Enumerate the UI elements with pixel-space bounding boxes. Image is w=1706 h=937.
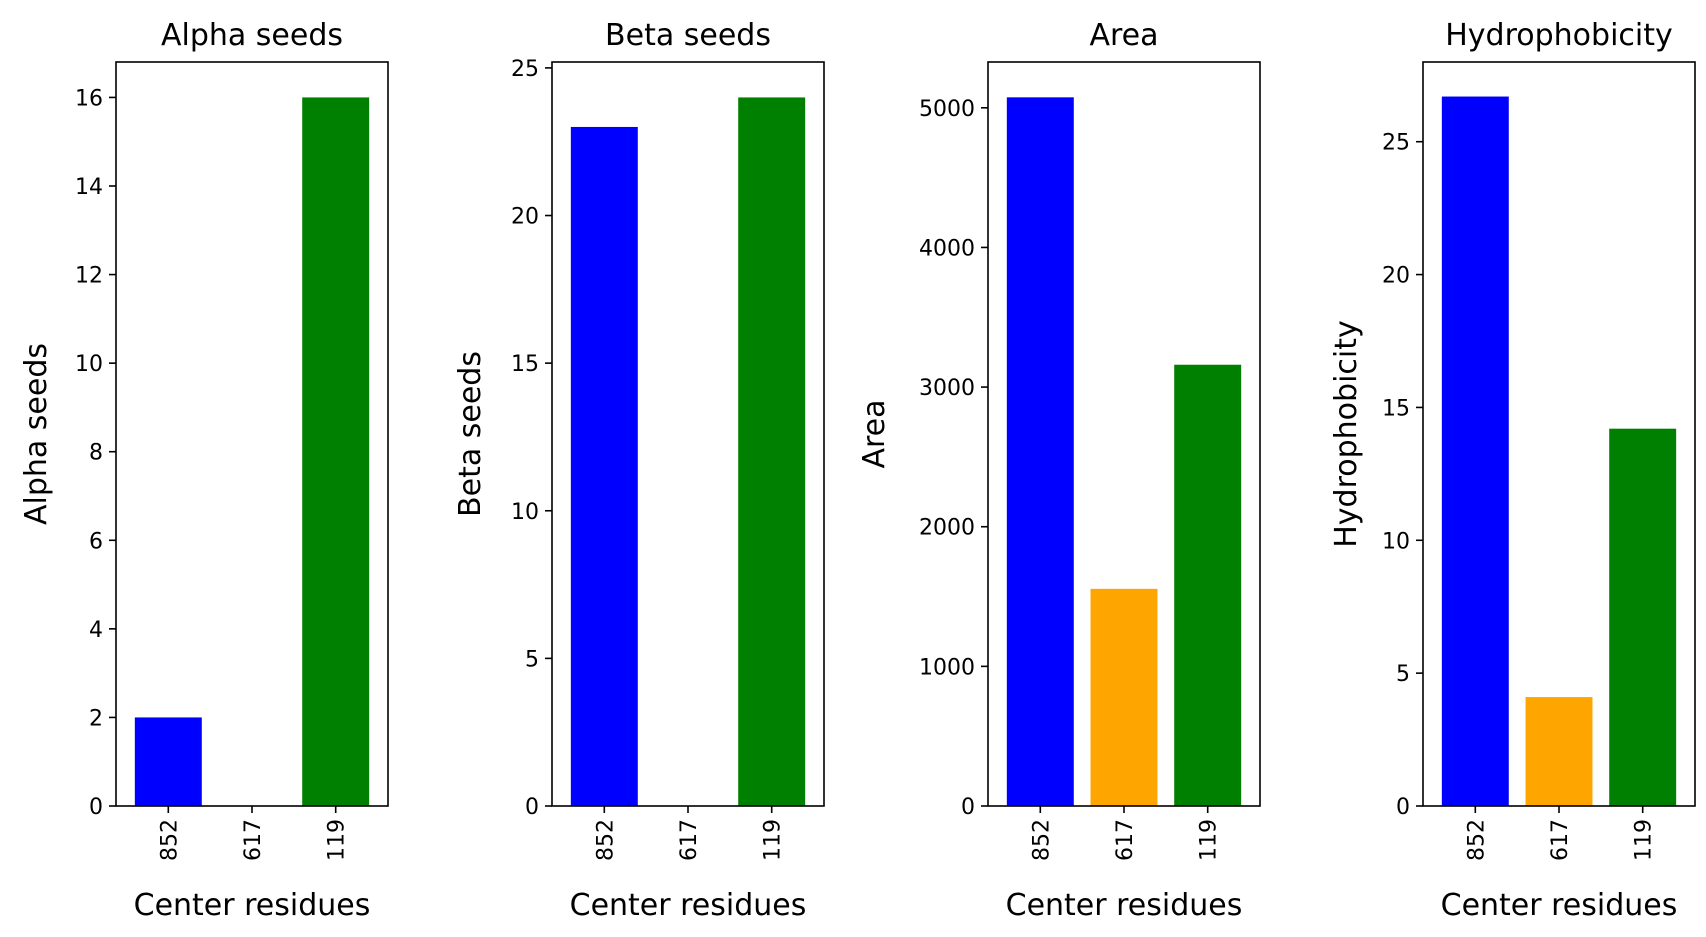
x-tick-label: 617 bbox=[241, 819, 266, 861]
x-tick-label: 852 bbox=[1029, 819, 1054, 861]
bar-617 bbox=[1525, 697, 1593, 806]
y-tick-label: 10 bbox=[1382, 529, 1410, 554]
x-axis-label: Center residues bbox=[1441, 888, 1678, 923]
x-tick-label: 617 bbox=[677, 819, 702, 861]
y-tick-label: 0 bbox=[1396, 795, 1410, 820]
chart-title: Hydrophobicity bbox=[1445, 18, 1673, 53]
bar-852 bbox=[1006, 97, 1074, 806]
y-tick-label: 2000 bbox=[919, 516, 975, 541]
x-tick-label: 119 bbox=[1197, 819, 1222, 861]
y-tick-label: 0 bbox=[525, 795, 539, 820]
x-tick-label: 119 bbox=[761, 819, 786, 861]
y-tick-label: 3000 bbox=[919, 376, 975, 401]
bar-119 bbox=[1609, 428, 1677, 806]
chart-panel-3: 0 1000 2000 3000 4000 5000 852 617 119 Area Center… bbox=[857, 18, 1261, 923]
y-tick-label: 12 bbox=[75, 264, 103, 289]
bar-617 bbox=[1090, 588, 1158, 806]
y-tick-label: 8 bbox=[89, 441, 103, 466]
chart-panel-2: 0 5 10 15 20 25 852 617 119 Beta seeds Center resi… bbox=[453, 18, 825, 923]
bar-119 bbox=[302, 97, 370, 806]
chart-title: Beta seeds bbox=[605, 18, 771, 53]
bar-119 bbox=[1174, 364, 1242, 806]
y-tick-label: 16 bbox=[75, 86, 103, 111]
y-tick-label: 20 bbox=[1382, 264, 1410, 289]
y-tick-label: 14 bbox=[75, 175, 103, 200]
chart-title: Alpha seeds bbox=[161, 18, 343, 53]
y-tick-label: 5 bbox=[525, 647, 539, 672]
y-tick-label: 5000 bbox=[919, 97, 975, 122]
bar-852 bbox=[570, 126, 638, 806]
y-tick-label: 10 bbox=[75, 352, 103, 377]
bar-119 bbox=[738, 97, 806, 806]
y-tick-label: 15 bbox=[511, 352, 539, 377]
y-tick-label: 2 bbox=[89, 706, 103, 731]
y-tick-label: 1000 bbox=[919, 655, 975, 680]
x-tick-label: 119 bbox=[325, 819, 350, 861]
y-axis-label: Area bbox=[857, 399, 892, 468]
y-tick-label: 20 bbox=[511, 205, 539, 230]
y-tick-label: 6 bbox=[89, 529, 103, 554]
y-axis-label: Alpha seeds bbox=[19, 343, 54, 525]
chart-panel-4: 0 5 10 15 20 25 852 617 119 Hydrophobicity Center … bbox=[1329, 18, 1696, 923]
x-tick-label: 119 bbox=[1632, 819, 1657, 861]
x-tick-label: 852 bbox=[593, 819, 618, 861]
x-axis-label: Center residues bbox=[1006, 888, 1243, 923]
x-tick-label: 852 bbox=[1464, 819, 1489, 861]
x-tick-label: 617 bbox=[1548, 819, 1573, 861]
y-axis-label: Hydrophobicity bbox=[1329, 320, 1364, 548]
y-tick-label: 0 bbox=[961, 795, 975, 820]
y-axis-label: Beta seeds bbox=[453, 351, 488, 517]
x-axis-label: Center residues bbox=[134, 888, 371, 923]
bar-852 bbox=[1441, 96, 1509, 807]
chart-title: Area bbox=[1089, 18, 1158, 53]
bar-852 bbox=[134, 717, 202, 806]
x-axis-label: Center residues bbox=[570, 888, 807, 923]
y-tick-label: 25 bbox=[511, 57, 539, 82]
x-tick-label: 617 bbox=[1113, 819, 1138, 861]
y-tick-label: 10 bbox=[511, 500, 539, 525]
chart-panel-1: 0 2 4 6 8 10 12 14 16 852 617 119 Alpha seeds Center … bbox=[19, 18, 389, 923]
y-tick-label: 4000 bbox=[919, 236, 975, 261]
y-tick-label: 5 bbox=[1396, 662, 1410, 687]
y-tick-label: 0 bbox=[89, 795, 103, 820]
y-tick-label: 4 bbox=[89, 618, 103, 643]
y-tick-label: 15 bbox=[1382, 396, 1410, 421]
x-tick-label: 852 bbox=[157, 819, 182, 861]
y-tick-label: 25 bbox=[1382, 131, 1410, 156]
